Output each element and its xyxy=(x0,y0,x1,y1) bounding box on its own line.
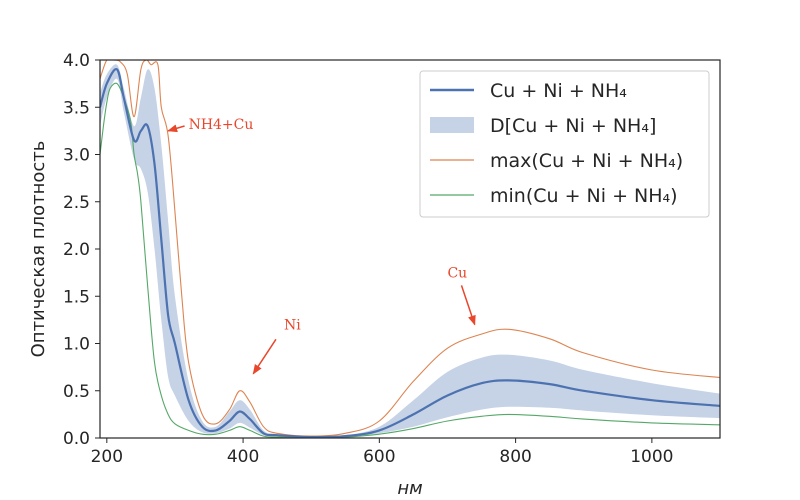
legend-label: min(Cu + Ni + NH₄) xyxy=(490,185,678,207)
annotation-layer: NH4+Cu Ni Cu xyxy=(167,117,476,375)
y-tick-label: 3.0 xyxy=(63,146,90,166)
annotation-arrow xyxy=(460,285,476,326)
x-tick-label: 200 xyxy=(91,447,123,467)
legend-label: Cu + Ni + NH₄ xyxy=(490,80,627,102)
y-tick-label: 2.0 xyxy=(63,240,90,260)
x-tick-label: 600 xyxy=(363,447,395,467)
series-min-line xyxy=(100,82,720,438)
lines-layer xyxy=(100,60,720,438)
legend-box xyxy=(419,70,710,218)
y-tick-label: 3.5 xyxy=(63,98,90,118)
annotation-arrow xyxy=(167,124,185,133)
x-tick-label: 800 xyxy=(499,447,531,467)
y-tick-label: 2.5 xyxy=(63,193,90,213)
x-tick-label: 1000 xyxy=(630,447,673,467)
legend-label: max(Cu + Ni + NH₄) xyxy=(490,150,683,172)
x-tick-label: 400 xyxy=(227,447,259,467)
annotation-arrow xyxy=(252,338,277,375)
annotation-label: NH4+Cu xyxy=(189,117,254,133)
y-tick-label: 1.5 xyxy=(63,287,90,307)
series-max-line xyxy=(100,60,720,437)
annotation-label: Ni xyxy=(284,317,301,333)
annotation-label: Cu xyxy=(447,265,467,281)
y-tick-label: 4.0 xyxy=(63,51,90,71)
y-axis-label: Оптическая плотность xyxy=(28,141,49,358)
axes-layer: 200 400 600 800 1000 0.0 0.5 1.0 1.5 2.0 2.5 3.0 3.5… xyxy=(28,51,721,499)
y-tick-label: 0.5 xyxy=(63,382,90,402)
legend: Cu + Ni + NH₄ D[Cu + Ni + NH₄] max(Cu + Ni… xyxy=(419,70,710,218)
series-mean-line xyxy=(100,67,720,438)
x-axis-label: нм xyxy=(397,478,422,499)
y-tick-label: 1.0 xyxy=(63,335,90,355)
legend-label: D[Cu + Ni + NH₄] xyxy=(490,115,656,137)
y-tick-label: 0.0 xyxy=(63,429,90,449)
legend-swatch xyxy=(430,117,474,133)
